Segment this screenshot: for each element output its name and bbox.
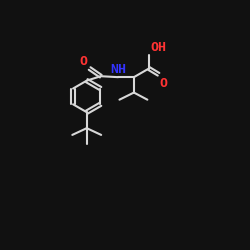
Text: O: O xyxy=(160,76,168,90)
Text: NH: NH xyxy=(110,63,126,76)
Text: OH: OH xyxy=(150,41,166,54)
Text: O: O xyxy=(80,54,88,68)
